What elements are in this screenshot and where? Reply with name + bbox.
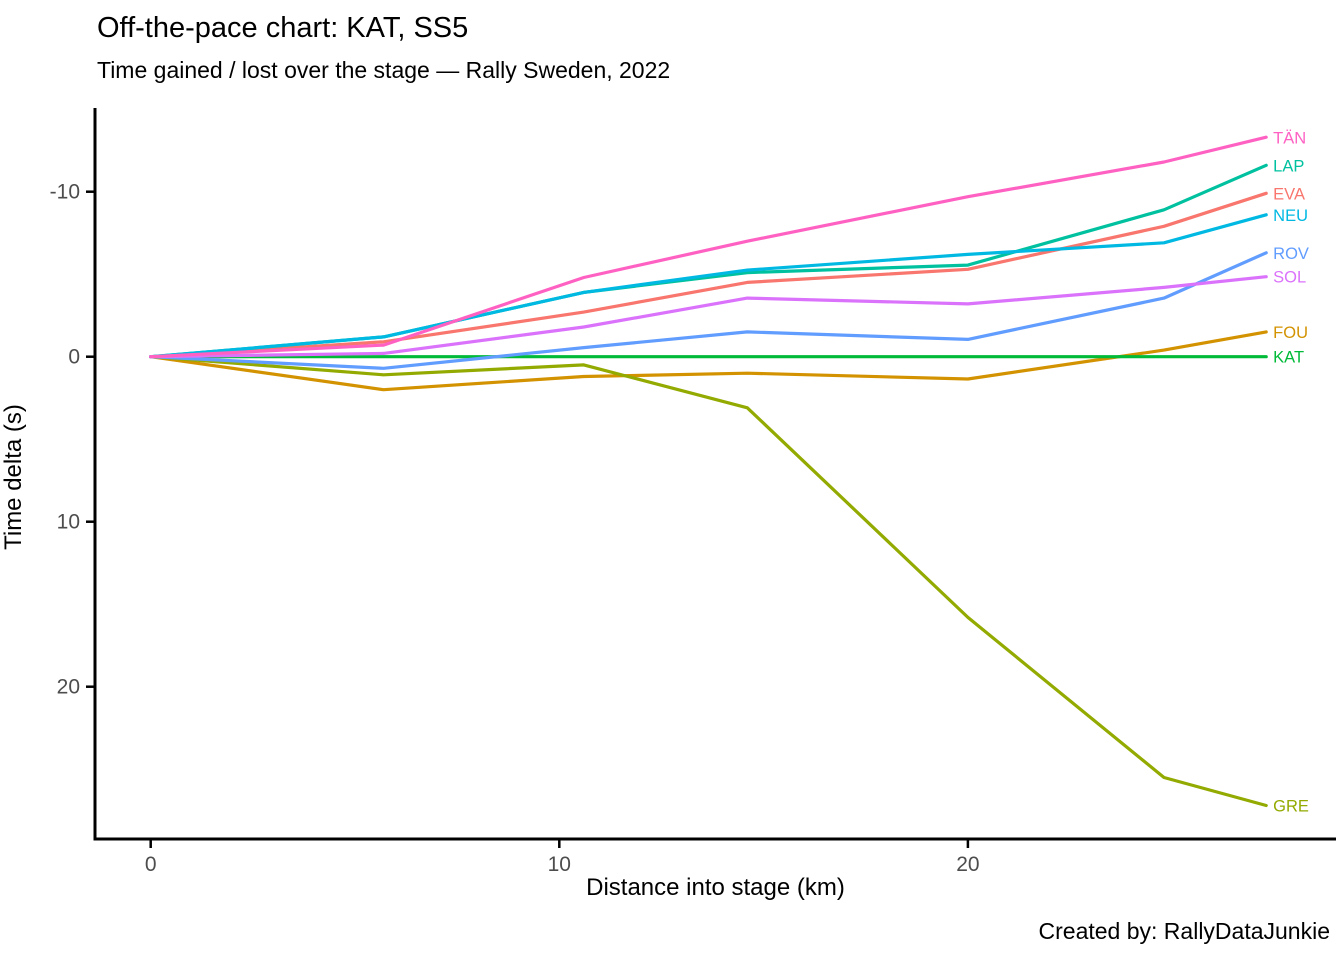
series-line-TÄN — [149, 135, 1268, 359]
x-tick-label: 20 — [956, 853, 979, 876]
chart-title: Off-the-pace chart: KAT, SS5 — [97, 12, 469, 44]
series-line-GRE — [149, 355, 1268, 808]
y-axis-title: Time delta (s) — [0, 404, 27, 550]
series-label-FOU: FOU — [1273, 324, 1308, 342]
series-label-SOL: SOL — [1273, 269, 1306, 287]
series-line-SOL — [149, 275, 1268, 359]
series-label-NEU: NEU — [1273, 207, 1308, 225]
chart-subtitle: Time gained / lost over the stage — Rall… — [97, 57, 671, 83]
series-line-ROV — [149, 251, 1268, 370]
x-axis-title: Distance into stage (km) — [586, 874, 845, 901]
series-label-KAT: KAT — [1273, 349, 1304, 367]
y-tick-label: 10 — [57, 511, 80, 534]
y-tick-label: 20 — [57, 676, 80, 699]
y-tick-label: -10 — [50, 181, 80, 204]
x-tick-label: 10 — [548, 853, 571, 876]
y-tick-label: 0 — [68, 346, 80, 369]
chart-caption: Created by: RallyDataJunkie — [1038, 918, 1330, 944]
series-label-TÄN: TÄN — [1273, 129, 1306, 147]
series-line-NEU — [149, 213, 1268, 359]
series-line-EVA — [149, 191, 1268, 359]
series-line-LAP — [149, 163, 1268, 359]
series-label-GRE: GRE — [1273, 798, 1309, 816]
series-label-ROV: ROV — [1273, 245, 1309, 263]
series-line-FOU — [149, 330, 1268, 392]
series-label-LAP: LAP — [1273, 157, 1304, 175]
x-tick-label: 0 — [145, 853, 157, 876]
series-label-EVA: EVA — [1273, 185, 1305, 203]
